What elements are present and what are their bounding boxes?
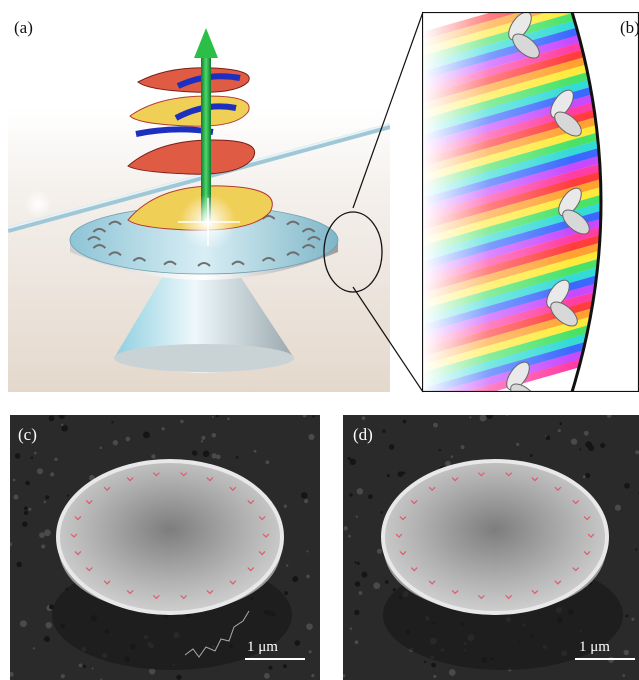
panel-a-label: (a) (14, 18, 33, 37)
nanorod-icon (108, 220, 122, 226)
panel-a-illustration: (a) (8, 8, 390, 392)
scale-label-c: 1 μm (247, 639, 278, 655)
panel-c-label: (c) (18, 425, 37, 444)
sem-image-d (343, 415, 639, 679)
zoom-circle (323, 211, 383, 293)
phase-map (422, 12, 639, 392)
pedestal-base (114, 344, 294, 372)
panel-c-sem: (c) 1 μm (10, 415, 320, 680)
nanorod-markers (70, 472, 270, 600)
scale-label-d: 1 μm (579, 639, 610, 655)
nanorod-icon (132, 257, 147, 262)
sem-disk (381, 459, 609, 615)
panel-d-label: (d) (353, 425, 373, 444)
nanorod-pair-icon (506, 361, 538, 392)
nanorod-icon (301, 244, 316, 249)
arrow-head (194, 28, 218, 58)
panel-b-label: (b) (620, 18, 639, 37)
oam-arrow-icon (201, 52, 211, 222)
nanorod-icon (286, 251, 300, 257)
nanorod-icon (286, 220, 300, 226)
nanorod-icon (301, 227, 316, 233)
nanorod-icon (163, 260, 177, 266)
nanorod-icon (307, 236, 321, 241)
nanorod-icon (261, 257, 276, 262)
zoom-line-bottom (352, 286, 424, 393)
light-flare-left (24, 190, 52, 218)
nanorod-pair-icon (550, 89, 582, 137)
sem-disk (56, 459, 284, 615)
nanorod-pairs (506, 12, 590, 392)
nanorod-icon (92, 244, 107, 249)
disk-edge (570, 12, 603, 392)
nanorod-pair-icon (546, 279, 578, 327)
microdisk-illustration (8, 28, 390, 392)
nanorod-pair-icon (558, 187, 590, 235)
nanorod-icon (197, 262, 211, 267)
nanorod-icon (87, 236, 101, 241)
zoom-connectors (352, 11, 424, 393)
debris (184, 610, 250, 658)
nanorod-markers (395, 472, 595, 600)
sem-image-c (10, 415, 315, 680)
zoom-line-top (352, 11, 424, 209)
optical-fiber (8, 123, 390, 233)
fiber-highlight (8, 123, 390, 229)
nanorod-icon (231, 260, 245, 266)
nanorod-icon (108, 251, 122, 257)
nanorod-icon (92, 227, 107, 233)
panel-b-phase-map: (b) (422, 12, 639, 392)
scale-bar (245, 658, 305, 660)
scale-bar (575, 658, 635, 660)
panel-d-sem: (d) 1 μm (343, 415, 639, 680)
